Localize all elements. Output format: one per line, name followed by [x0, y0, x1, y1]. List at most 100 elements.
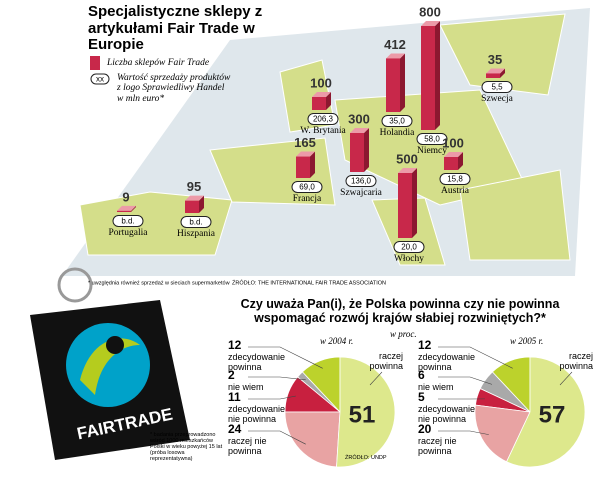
sales-badge: [291, 181, 323, 193]
sales-badge: [416, 133, 448, 145]
pie-category-label: raczej nie powinna: [418, 436, 457, 456]
bar-value-label: 9: [122, 189, 129, 204]
pie-category-label: zdecydowanie nie powinna: [418, 404, 476, 424]
sales-badge: [439, 173, 471, 185]
pie-value-label: 20: [418, 422, 432, 436]
bar-value-label: 100: [310, 75, 332, 90]
bar-side: [310, 151, 315, 178]
pie-value-label: 6: [418, 368, 425, 382]
leader-line: [438, 346, 513, 369]
chart-title: Specjalistyczne sklepy z artykułami Fair…: [88, 3, 263, 53]
pie-slice: [506, 356, 586, 468]
leader-line: [248, 346, 323, 369]
leader-line: [248, 430, 306, 445]
bar-top: [312, 92, 331, 97]
pie-slice: [474, 404, 531, 463]
bar-side: [435, 21, 440, 130]
bar: [185, 200, 199, 213]
sales-label: b.d.: [189, 218, 202, 227]
legend-label: Liczba sklepów Fair Trade: [107, 58, 210, 68]
bar-value-label: 300: [348, 111, 370, 126]
bar: [444, 157, 458, 170]
sales-label: 136,0: [351, 177, 372, 186]
bar-value-label: 800: [419, 4, 441, 19]
source: ŹRÓDŁO: THE INTERNATIONAL FAIR TRADE ASS…: [232, 279, 386, 286]
pie-category-label: zdecydowanie powinna: [228, 352, 286, 372]
sales-label: b.d.: [121, 217, 134, 226]
survey-subtitle: w proc.: [390, 329, 417, 339]
sales-badge: [381, 115, 413, 127]
bar-value-label: 500: [396, 151, 418, 166]
pie-category-label: zdecydowanie powinna: [418, 352, 476, 372]
bar: [350, 133, 364, 172]
bar-top: [185, 195, 204, 201]
note: * uwzględnia również sprzedaż w sieciach…: [88, 280, 230, 286]
pie-category-label: raczej nie powinna: [228, 436, 267, 456]
bar-side: [131, 205, 136, 212]
sales-label: 58,0: [424, 135, 440, 144]
survey-title: Czy uważa Pan(i), że Polska powinna czy …: [240, 297, 560, 325]
leader-line: [248, 376, 306, 381]
pie-value-label: 12: [228, 338, 242, 352]
bar-top: [350, 128, 369, 133]
leader-line: [248, 395, 296, 400]
country-label: Hiszpania: [177, 229, 216, 239]
bar: [312, 97, 326, 110]
bar-top: [444, 152, 463, 157]
sales-badge: [112, 215, 144, 227]
legend-label: Wartość sprzedaży produktów z logo Spraw…: [117, 73, 231, 104]
bar: [386, 58, 400, 112]
pie-title: w 2004 r.: [320, 336, 354, 346]
country-label: Niemcy: [417, 146, 447, 156]
bar-side: [400, 53, 405, 112]
sales-badge: [180, 216, 212, 228]
pie-slice: [284, 411, 341, 468]
bar: [421, 26, 435, 130]
country-label: W. Brytania: [300, 126, 346, 136]
pie-category-label: raczej powinna: [559, 351, 593, 371]
country-label: Włochy: [394, 254, 424, 264]
leader-line: [438, 430, 489, 435]
legend-swatch: [90, 56, 100, 70]
pie-category-label: nie wiem: [418, 382, 454, 392]
sales-label: 206,3: [313, 115, 334, 124]
bar-top: [486, 68, 505, 74]
pie-slice: [336, 356, 396, 468]
leader-line: [369, 371, 383, 386]
pie-value-label: 11: [228, 390, 241, 404]
sales-badge: [481, 81, 513, 93]
pie-value-label: 57: [539, 401, 566, 428]
sales-label: 5,5: [491, 83, 503, 92]
bar-value-label: 165: [294, 135, 316, 150]
bar-value-label: 95: [187, 179, 201, 194]
survey-note: * badania przeprowadzono wśród 1000 mies…: [150, 432, 223, 463]
bar: [486, 73, 500, 78]
pie-value-label: 51: [349, 401, 376, 428]
country-label: Portugalia: [108, 228, 148, 238]
pie-title: w 2005 r.: [510, 336, 544, 346]
bar-side: [458, 152, 463, 170]
pie-category-label: raczej powinna: [369, 351, 403, 371]
pie-value-label: 12: [418, 338, 432, 352]
sales-badge: [307, 113, 339, 125]
sales-label: 69,0: [299, 183, 315, 192]
survey-source: ŹRÓDŁO: UNDP: [345, 455, 387, 461]
sales-badge: [393, 241, 425, 253]
country-label: Austria: [441, 186, 470, 196]
bar-side: [326, 92, 331, 110]
legend-badge: [90, 73, 110, 85]
bar-top: [117, 205, 136, 211]
bar-side: [412, 168, 417, 238]
pie-value-label: 5: [418, 390, 425, 404]
sales-badge: [345, 175, 377, 187]
bar-top: [398, 168, 417, 173]
sales-label: 35,0: [389, 117, 405, 126]
country-label: Szwecja: [481, 94, 513, 104]
fairtrade-tag: [30, 267, 190, 460]
leader-line: [559, 371, 573, 386]
bar-top: [421, 21, 440, 26]
bar-value-label: 100: [442, 135, 464, 150]
country-label: Francja: [293, 194, 322, 204]
